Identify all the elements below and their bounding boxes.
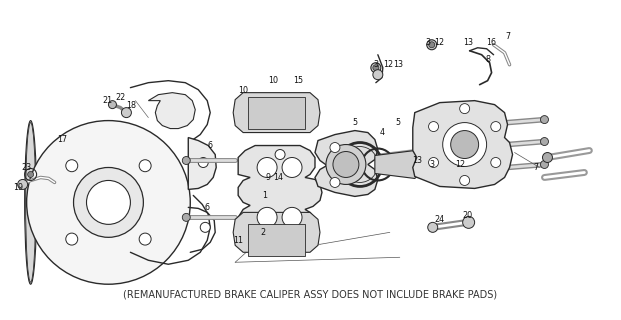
Text: 3: 3 — [429, 160, 434, 169]
Circle shape — [122, 108, 132, 117]
Circle shape — [282, 207, 302, 227]
Text: 3: 3 — [373, 60, 378, 69]
Circle shape — [451, 131, 479, 158]
Text: 10: 10 — [268, 76, 278, 85]
Text: 11: 11 — [233, 236, 243, 245]
Circle shape — [433, 113, 497, 176]
Circle shape — [428, 122, 438, 132]
Polygon shape — [233, 212, 320, 252]
Text: 5: 5 — [352, 118, 358, 127]
Circle shape — [428, 157, 438, 167]
Circle shape — [27, 172, 34, 178]
Circle shape — [491, 122, 501, 132]
Circle shape — [109, 100, 116, 108]
Circle shape — [139, 233, 151, 245]
Circle shape — [257, 207, 277, 227]
Text: 16: 16 — [487, 38, 497, 47]
Text: 24: 24 — [435, 215, 445, 224]
Circle shape — [333, 151, 359, 178]
Circle shape — [183, 213, 190, 221]
Text: 7: 7 — [505, 32, 510, 41]
Circle shape — [427, 40, 437, 50]
Text: 7: 7 — [533, 163, 538, 172]
Polygon shape — [238, 146, 322, 239]
Circle shape — [66, 160, 78, 172]
Circle shape — [425, 105, 505, 184]
Circle shape — [275, 225, 285, 235]
Circle shape — [17, 180, 27, 189]
Text: 17: 17 — [58, 135, 68, 144]
Circle shape — [183, 156, 190, 164]
Circle shape — [200, 222, 211, 232]
Circle shape — [66, 233, 78, 245]
Text: 4: 4 — [379, 128, 384, 137]
Text: 12: 12 — [435, 38, 445, 47]
Circle shape — [326, 145, 366, 184]
Text: 13: 13 — [393, 60, 403, 69]
Polygon shape — [233, 93, 320, 132]
Text: 14: 14 — [273, 173, 283, 182]
Circle shape — [198, 157, 208, 167]
Text: 3: 3 — [425, 38, 430, 47]
Circle shape — [491, 157, 501, 167]
Text: 19: 19 — [14, 183, 24, 192]
Polygon shape — [375, 150, 420, 179]
Circle shape — [257, 157, 277, 178]
Text: 10: 10 — [238, 86, 248, 95]
Text: 12: 12 — [456, 160, 466, 169]
Text: 13: 13 — [464, 38, 474, 47]
Circle shape — [543, 153, 553, 163]
Circle shape — [463, 216, 474, 228]
Circle shape — [460, 175, 469, 186]
Ellipse shape — [25, 123, 35, 282]
Circle shape — [373, 65, 379, 71]
Polygon shape — [188, 138, 216, 189]
Text: 21: 21 — [102, 96, 112, 105]
Text: 23: 23 — [22, 163, 32, 172]
Circle shape — [371, 63, 381, 73]
Text: 12: 12 — [383, 60, 393, 69]
Circle shape — [373, 70, 383, 80]
Circle shape — [330, 142, 340, 153]
Polygon shape — [315, 131, 378, 196]
Circle shape — [428, 222, 438, 232]
Text: 2: 2 — [261, 228, 266, 237]
Text: 6: 6 — [208, 141, 213, 150]
Ellipse shape — [25, 121, 37, 284]
Text: 13: 13 — [412, 156, 422, 165]
Text: 22: 22 — [116, 93, 125, 102]
Circle shape — [330, 178, 340, 188]
Polygon shape — [248, 224, 305, 256]
Text: 8: 8 — [485, 55, 490, 64]
Text: 20: 20 — [463, 211, 473, 220]
Text: 18: 18 — [127, 101, 137, 110]
Text: 9: 9 — [266, 173, 271, 182]
Circle shape — [443, 123, 487, 166]
Circle shape — [540, 161, 548, 169]
Circle shape — [428, 42, 435, 48]
Circle shape — [73, 167, 143, 237]
Circle shape — [540, 116, 548, 124]
Circle shape — [27, 121, 190, 284]
Circle shape — [275, 149, 285, 159]
Circle shape — [282, 157, 302, 178]
Circle shape — [540, 138, 548, 146]
Circle shape — [460, 104, 469, 114]
Circle shape — [139, 160, 151, 172]
Text: 6: 6 — [205, 203, 210, 212]
Polygon shape — [248, 97, 305, 129]
Text: 15: 15 — [293, 76, 303, 85]
Text: (REMANUFACTURED BRAKE CALIPER ASSY DOES NOT INCLUDE BRAKE PADS): (REMANUFACTURED BRAKE CALIPER ASSY DOES … — [124, 289, 497, 299]
Polygon shape — [148, 93, 195, 129]
Text: 5: 5 — [395, 118, 401, 127]
Text: 1: 1 — [263, 191, 268, 200]
Polygon shape — [413, 100, 512, 188]
Circle shape — [86, 180, 130, 224]
